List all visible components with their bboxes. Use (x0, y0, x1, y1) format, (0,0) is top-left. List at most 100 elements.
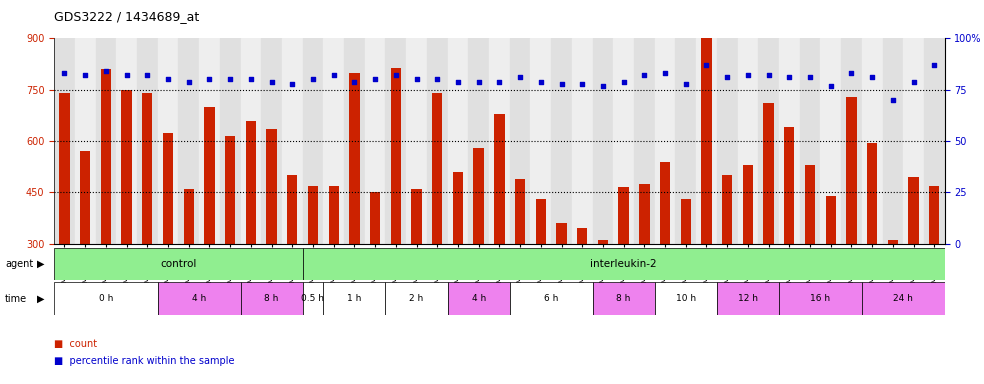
Bar (800, 38, 821, 244)
Point (98, 68, 114, 74)
Bar (572, 38, 592, 244)
Point (699, 62, 714, 68)
Point (284, 81, 300, 87)
Point (346, 78, 362, 84)
Text: 6 h: 6 h (544, 294, 558, 303)
Bar (716, 282, 779, 315)
Bar (784, 127, 794, 244)
Bar (349, 73, 359, 244)
Point (513, 74, 528, 81)
Bar (489, 38, 510, 244)
Text: 0 h: 0 h (98, 294, 113, 303)
Bar (696, 38, 716, 244)
Bar (432, 93, 443, 244)
Bar (282, 38, 303, 244)
Bar (675, 38, 696, 244)
Bar (867, 143, 878, 244)
Bar (556, 223, 567, 244)
Bar (219, 38, 240, 244)
Bar (592, 38, 613, 244)
Text: interleukin-2: interleukin-2 (590, 259, 657, 269)
Bar (267, 129, 277, 244)
Text: 12 h: 12 h (738, 294, 758, 303)
Bar (303, 38, 324, 244)
Text: 24 h: 24 h (893, 294, 913, 303)
Point (554, 81, 570, 87)
Bar (654, 282, 716, 315)
Bar (759, 38, 779, 244)
Text: ■  count: ■ count (54, 339, 97, 349)
Bar (427, 38, 448, 244)
Bar (303, 282, 324, 315)
Bar (592, 282, 654, 315)
Bar (54, 248, 303, 280)
Text: 4 h: 4 h (471, 294, 486, 303)
Bar (577, 228, 587, 244)
Text: ▶: ▶ (37, 293, 45, 304)
Point (595, 83, 611, 89)
Bar (157, 282, 240, 315)
Text: agent: agent (5, 259, 33, 269)
Bar (178, 38, 199, 244)
Bar (391, 68, 401, 244)
Bar (738, 38, 759, 244)
Bar (54, 282, 157, 315)
Point (719, 74, 735, 81)
Bar (54, 38, 75, 244)
Text: 16 h: 16 h (810, 294, 830, 303)
Bar (142, 93, 153, 244)
Point (781, 74, 797, 81)
Bar (95, 38, 116, 244)
Bar (634, 38, 654, 244)
Bar (743, 165, 753, 244)
Bar (240, 38, 261, 244)
Text: GDS3222 / 1434689_at: GDS3222 / 1434689_at (54, 10, 200, 23)
Point (823, 83, 838, 89)
Point (388, 72, 403, 78)
Bar (903, 38, 924, 244)
Bar (619, 187, 629, 244)
Bar (908, 177, 919, 244)
Point (160, 76, 176, 83)
Bar (494, 114, 505, 244)
Bar (365, 38, 386, 244)
Point (408, 76, 424, 83)
Bar (510, 38, 530, 244)
Bar (199, 38, 219, 244)
Bar (924, 38, 945, 244)
Bar (162, 132, 173, 244)
Point (885, 97, 900, 103)
Bar (100, 69, 111, 244)
Text: 0.5 h: 0.5 h (301, 294, 325, 303)
Bar (883, 38, 903, 244)
Bar (716, 38, 738, 244)
Bar (324, 282, 386, 315)
Bar (530, 38, 551, 244)
Bar (779, 282, 862, 315)
Point (843, 70, 859, 76)
Bar (805, 165, 815, 244)
Point (864, 74, 880, 81)
Point (119, 72, 135, 78)
Bar (764, 103, 773, 244)
Bar (324, 38, 344, 244)
Bar (597, 240, 608, 244)
Bar (888, 240, 898, 244)
Bar (116, 38, 137, 244)
Point (926, 62, 942, 68)
Bar (779, 38, 800, 244)
Point (616, 78, 632, 84)
Bar (303, 248, 945, 280)
Point (802, 74, 818, 81)
Bar (510, 282, 592, 315)
Text: control: control (160, 259, 197, 269)
Bar (535, 199, 546, 244)
Bar (59, 93, 70, 244)
Text: 8 h: 8 h (616, 294, 631, 303)
Bar (654, 38, 675, 244)
Point (222, 76, 238, 83)
Bar (722, 175, 732, 244)
Point (78, 72, 93, 78)
Text: 10 h: 10 h (676, 294, 696, 303)
Bar (846, 97, 857, 244)
